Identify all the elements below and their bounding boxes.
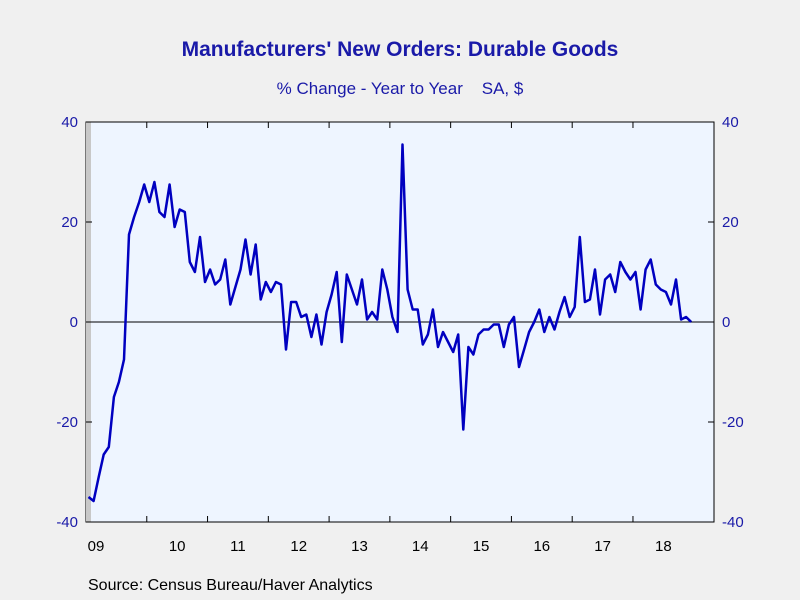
x-tick-label: 14 [412,538,429,555]
y-tick-label-left: -20 [56,414,78,431]
y-tick-label-left: -40 [56,514,78,531]
x-tick-label: 11 [230,538,246,555]
y-tick-label-left: 0 [70,314,78,331]
chart-title: Manufacturers' New Orders: Durable Goods [181,38,619,61]
x-tick-label: 17 [594,538,611,555]
x-tick-label: 09 [88,538,105,555]
y-tick-label-right: -40 [722,514,744,531]
y-tick-label-right: -20 [722,414,744,431]
x-tick-label: 13 [351,538,368,555]
y-tick-label-left: 40 [61,114,78,131]
x-tick-label: 12 [290,538,307,555]
x-tick-label: 16 [533,538,550,555]
y-tick-label-left: 20 [61,214,78,231]
chart-subtitle: % Change - Year to Year SA, $ [276,79,524,98]
x-tick-label: 15 [473,538,490,555]
x-tick-label: 10 [169,538,186,555]
y-tick-label-right: 20 [722,214,739,231]
x-tick-label: 18 [655,538,672,555]
y-tick-label-right: 0 [722,314,730,331]
series-line [87,143,693,503]
y-tick-label-right: 40 [722,114,739,131]
source-note: Source: Census Bureau/Haver Analytics [88,577,373,594]
